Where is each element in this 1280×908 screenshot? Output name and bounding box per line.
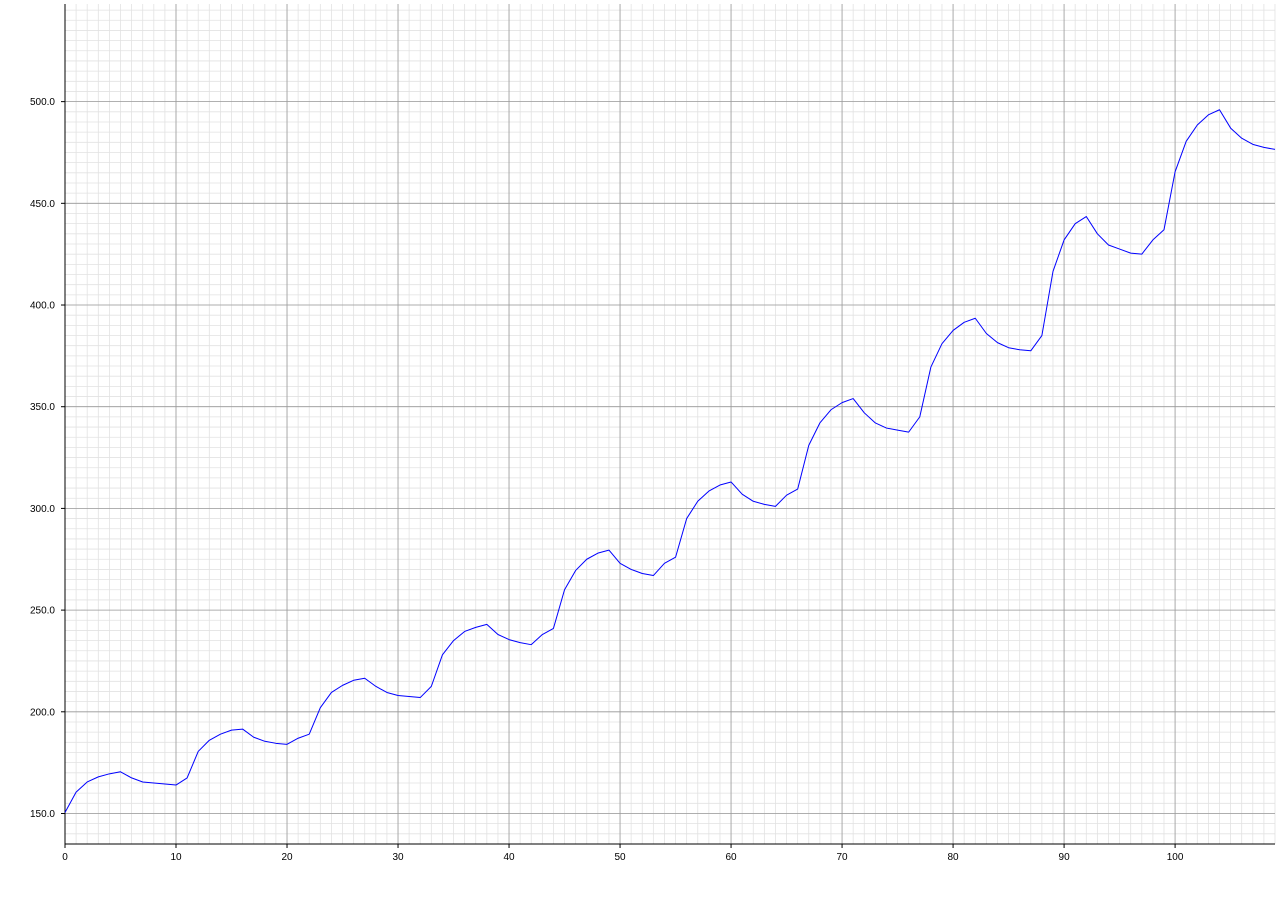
x-tick-label: 100 xyxy=(1167,852,1184,863)
y-tick-label: 250.0 xyxy=(30,606,55,617)
y-tick-label: 450.0 xyxy=(30,199,55,210)
y-tick-label: 150.0 xyxy=(30,809,55,820)
x-tick-label: 90 xyxy=(1059,852,1071,863)
y-tick-label: 500.0 xyxy=(30,97,55,108)
major-grid xyxy=(64,4,1275,844)
x-tick-label: 30 xyxy=(392,852,404,863)
x-tick-label: 60 xyxy=(725,852,737,863)
axes xyxy=(61,4,1275,848)
minor-grid xyxy=(64,4,1276,845)
x-tick-label: 80 xyxy=(948,852,960,863)
x-tick-label: 20 xyxy=(281,852,293,863)
y-tick-labels: 150.0 200.0 250.0 300.0 350.0 400.0 450.0 500.0 xyxy=(30,97,55,820)
y-tick-label: 200.0 xyxy=(30,707,55,718)
series-line xyxy=(64,109,1276,813)
x-tick-labels: 0 10 20 30 40 50 60 70 80 90 100 xyxy=(62,852,1184,863)
y-tick-label: 350.0 xyxy=(30,402,55,413)
series-group xyxy=(64,109,1276,813)
y-tick-label: 300.0 xyxy=(30,504,55,515)
x-tick-label: 10 xyxy=(170,852,182,863)
x-tick-label: 40 xyxy=(503,852,515,863)
x-tick-label: 50 xyxy=(614,852,626,863)
x-tick-label: 70 xyxy=(837,852,849,863)
y-tick-label: 400.0 xyxy=(30,301,55,312)
x-tick-label: 0 xyxy=(62,852,68,863)
